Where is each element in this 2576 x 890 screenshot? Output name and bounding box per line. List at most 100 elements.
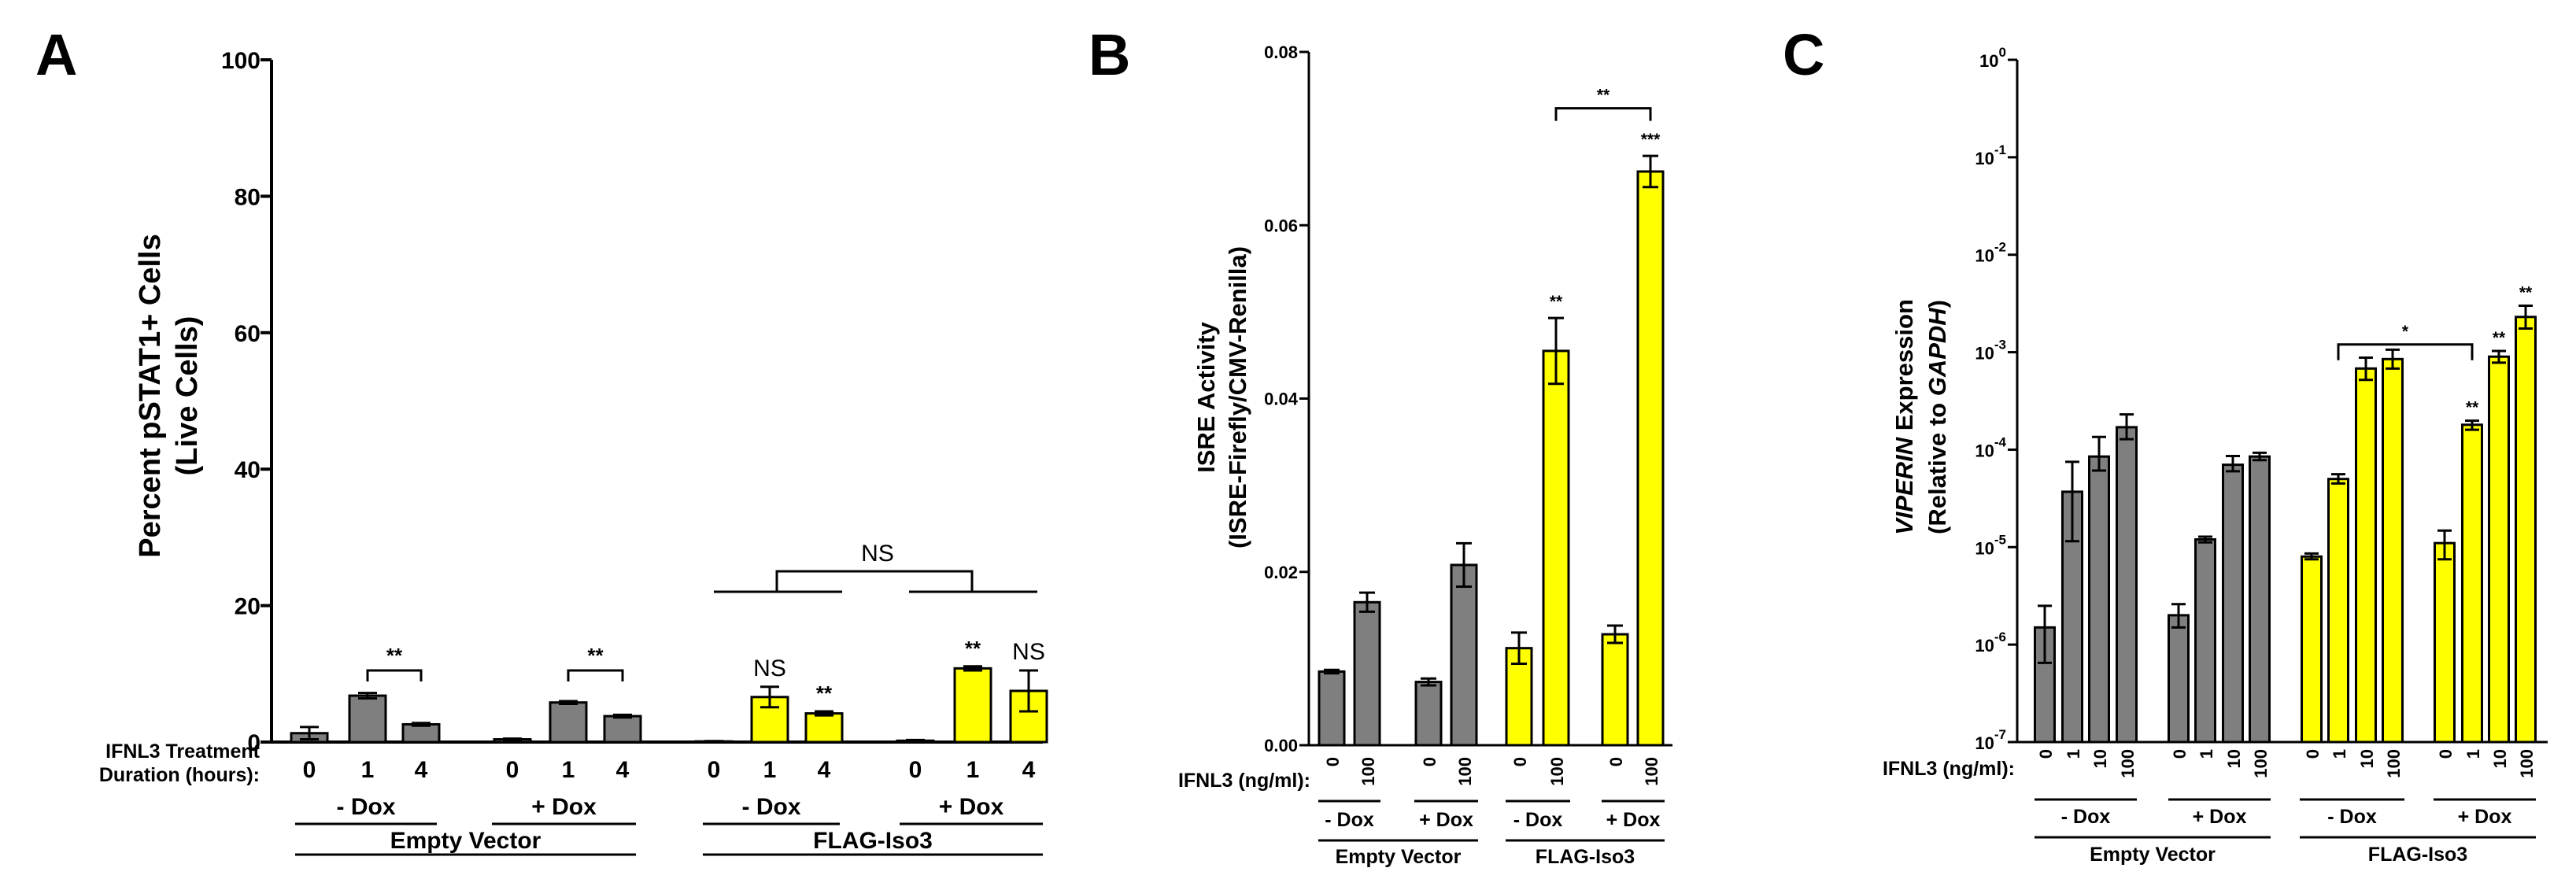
error-bar	[1548, 316, 1564, 386]
error-bar	[1643, 154, 1658, 189]
x-tick-label: 1	[763, 757, 777, 783]
bar	[603, 715, 642, 744]
error-bar	[300, 726, 319, 741]
bar	[1450, 563, 1478, 747]
bar	[2168, 614, 2190, 744]
bar-series	[1318, 154, 1665, 747]
bar	[1353, 600, 1381, 747]
bar	[2382, 357, 2404, 744]
x-tick-label: 1	[2463, 749, 2483, 759]
annotations: *******	[1550, 87, 1661, 312]
x-tick-label: 4	[818, 757, 831, 783]
group-label: FLAG-Iso3	[813, 828, 933, 854]
panel-letter-a: A	[35, 22, 77, 87]
x-axis-title: IFNL3 (ng/ml):	[1883, 758, 2015, 780]
y-tick-exponent: -4	[1994, 434, 2007, 449]
x-tick-labels: 0 1 10 100 0 1 10 100 0 1 10 100 0 1 10 100- Dox + Dox - …	[2035, 749, 2537, 866]
error-bar	[2437, 529, 2452, 561]
error-bar	[906, 738, 925, 743]
significance-label: ***	[1641, 131, 1661, 149]
error-bar	[559, 700, 578, 705]
y-axis-label-reference: GAPDH	[1924, 308, 1951, 397]
bar	[953, 667, 992, 744]
x-tick-label: 100	[2384, 749, 2404, 778]
chart-panel-c: VIPERIN Expression (Relative to GAPDH) 1…	[1883, 45, 2548, 866]
x-axis-title: IFNL3 (ng/ml):	[1178, 770, 1310, 792]
bar	[2088, 455, 2110, 744]
x-axis-title-line1: IFNL3 Treatment	[105, 740, 261, 763]
y-axis-label-expression: Expression	[1890, 299, 1918, 438]
significance-label: **	[2493, 329, 2506, 347]
comparison-label: **	[386, 644, 403, 667]
significance-label: NS	[753, 655, 786, 681]
x-tick-label: 4	[415, 757, 428, 783]
chart-panel-a: Percent pSTAT1+ Cells (Live Cells) 02040…	[99, 48, 1048, 856]
error-bar	[613, 713, 632, 719]
bar	[549, 701, 588, 744]
panel-letter-c: C	[1783, 22, 1824, 87]
y-axis-label-gene: VIPERIN	[1890, 437, 1918, 535]
error-bar	[1607, 624, 1623, 644]
x-tick-label: 0	[2303, 749, 2323, 759]
annotations: NS ** ** NS ** **	[366, 637, 1045, 705]
x-tick-label: 0	[1606, 757, 1626, 766]
significance-label: **	[816, 681, 833, 705]
x-tick-label: 1	[966, 757, 980, 783]
y-axis-label-close: )	[1924, 300, 1951, 308]
error-bar	[2492, 349, 2506, 364]
chart-panel-b: ISRE Activity (ISRE-Firefly/CMV-Renilla)…	[1178, 42, 1672, 868]
subgroup-label: - Dox	[2061, 806, 2111, 828]
bar	[1414, 681, 1443, 747]
subgroup-label: + Dox	[1419, 809, 1473, 831]
bar	[2194, 537, 2216, 744]
group-label: Empty Vector	[2090, 844, 2216, 866]
y-axis-label-line2: (ISRE-Firefly/CMV-Renilla)	[1224, 246, 1251, 548]
group-comparison-bracket	[714, 570, 1037, 593]
y-tick-base: 10	[1975, 441, 1994, 460]
x-tick-label: 1	[2330, 749, 2349, 759]
error-bar	[2171, 603, 2186, 629]
x-tick-label: 10	[2490, 749, 2510, 768]
x-tick-label: 1	[2064, 749, 2083, 759]
y-tick-label: 10-2	[1975, 240, 2006, 266]
bar	[348, 694, 387, 744]
x-tick-label: 4	[1022, 757, 1036, 783]
y-tick-exponent: -1	[1994, 142, 2006, 157]
y-tick-exponent: -2	[1994, 240, 2006, 255]
error-bar	[2465, 419, 2479, 431]
bar	[2434, 541, 2456, 744]
x-tick-label: 1	[361, 757, 375, 783]
x-tick-labels: 0 1 4 0 1 4 0 1 4 0 1 4 - Dox + Dox - Dox + Dox Empty Ve…	[295, 757, 1043, 856]
error-bar	[2092, 435, 2106, 472]
significance-label: **	[2466, 399, 2479, 417]
y-tick-label: 0	[247, 730, 261, 756]
error-bar	[1359, 591, 1375, 613]
bar	[1601, 633, 1629, 747]
x-tick-label: 100	[1642, 757, 1661, 786]
error-bar	[503, 737, 522, 741]
significance-label: **	[965, 637, 981, 660]
y-tick-label: 0.08	[1264, 42, 1298, 62]
subgroup-label: - Dox	[1325, 809, 1374, 831]
error-bar	[1456, 541, 1472, 588]
comparison-label: *	[2402, 323, 2409, 341]
subgroup-label: - Dox	[337, 794, 396, 820]
comparison-bracket	[2337, 343, 2474, 360]
x-tick-label: 100	[1547, 757, 1567, 786]
y-tick-label: 10-4	[1975, 434, 2006, 460]
bar	[2301, 555, 2323, 744]
y-tick-label: 0.06	[1264, 216, 1298, 235]
bar-series	[2034, 304, 2537, 744]
error-bar	[963, 665, 982, 672]
y-tick-label: 40	[235, 457, 261, 483]
significance-label: NS	[1012, 639, 1045, 665]
x-tick-label: 0	[2170, 749, 2190, 759]
x-tick-label: 10	[2224, 749, 2244, 768]
bar	[401, 722, 441, 744]
x-tick-label: 4	[616, 757, 630, 783]
bar	[1636, 170, 1665, 747]
y-axis-label-line2: (Live Cells)	[171, 316, 204, 476]
x-tick-label: 100	[1358, 757, 1378, 786]
bar	[2249, 455, 2271, 744]
x-tick-label: 0	[2436, 749, 2456, 759]
